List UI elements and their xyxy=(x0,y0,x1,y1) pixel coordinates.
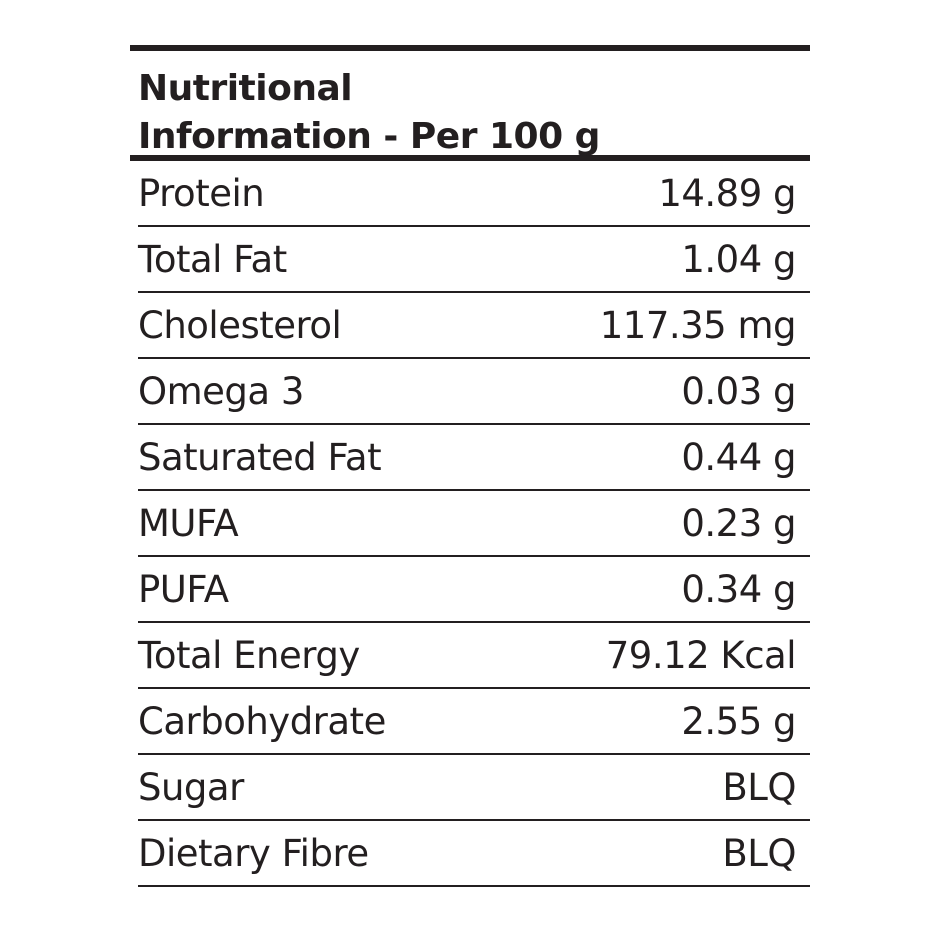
nutrient-label: Protein xyxy=(138,171,265,215)
nutrient-value: 1.04 g xyxy=(681,237,796,281)
nutrient-label: Total Fat xyxy=(138,237,287,281)
table-row: Cholesterol 117.35 mg xyxy=(138,293,810,359)
nutrient-value: 0.44 g xyxy=(681,435,796,479)
nutrient-value: BLQ xyxy=(722,831,796,875)
nutrient-label: PUFA xyxy=(138,567,229,611)
nutrient-value: 2.55 g xyxy=(681,699,796,743)
nutrient-label: Total Energy xyxy=(138,633,360,677)
table-row: Saturated Fat 0.44 g xyxy=(138,425,810,491)
nutrient-value: 0.03 g xyxy=(681,369,796,413)
title-line-1: Nutritional xyxy=(138,68,353,109)
nutrient-label: Cholesterol xyxy=(138,303,342,347)
table-row: Protein 14.89 g xyxy=(138,161,810,227)
table-title: Nutritional Information - Per 100 g xyxy=(130,51,810,157)
nutrient-value: 0.34 g xyxy=(681,567,796,611)
table-row: Omega 3 0.03 g xyxy=(138,359,810,425)
nutrient-label: Omega 3 xyxy=(138,369,304,413)
table-row: Sugar BLQ xyxy=(138,755,810,821)
table-row: Total Energy 79.12 Kcal xyxy=(138,623,810,689)
table-row: Carbohydrate 2.55 g xyxy=(138,689,810,755)
nutrient-label: Carbohydrate xyxy=(138,699,386,743)
table-row: MUFA 0.23 g xyxy=(138,491,810,557)
nutrition-table: Nutritional Information - Per 100 g Prot… xyxy=(130,45,810,887)
nutrient-value: 79.12 Kcal xyxy=(605,633,797,677)
nutrient-value: 0.23 g xyxy=(681,501,796,545)
nutrient-value: 117.35 mg xyxy=(599,303,797,347)
nutrient-label: Saturated Fat xyxy=(138,435,382,479)
nutrient-label: Sugar xyxy=(138,765,244,809)
table-row: PUFA 0.34 g xyxy=(138,557,810,623)
title-line-2: Information - Per 100 g xyxy=(138,116,600,157)
header-rule xyxy=(130,155,810,161)
top-rule xyxy=(130,45,810,51)
table-row: Dietary Fibre BLQ xyxy=(138,821,810,887)
table-body: Protein 14.89 g Total Fat 1.04 g Cholesterol… xyxy=(138,161,810,887)
nutrient-value: 14.89 g xyxy=(658,171,796,215)
nutrient-value: BLQ xyxy=(722,765,796,809)
nutrient-label: MUFA xyxy=(138,501,239,545)
nutrient-label: Dietary Fibre xyxy=(138,831,369,875)
table-row: Total Fat 1.04 g xyxy=(138,227,810,293)
